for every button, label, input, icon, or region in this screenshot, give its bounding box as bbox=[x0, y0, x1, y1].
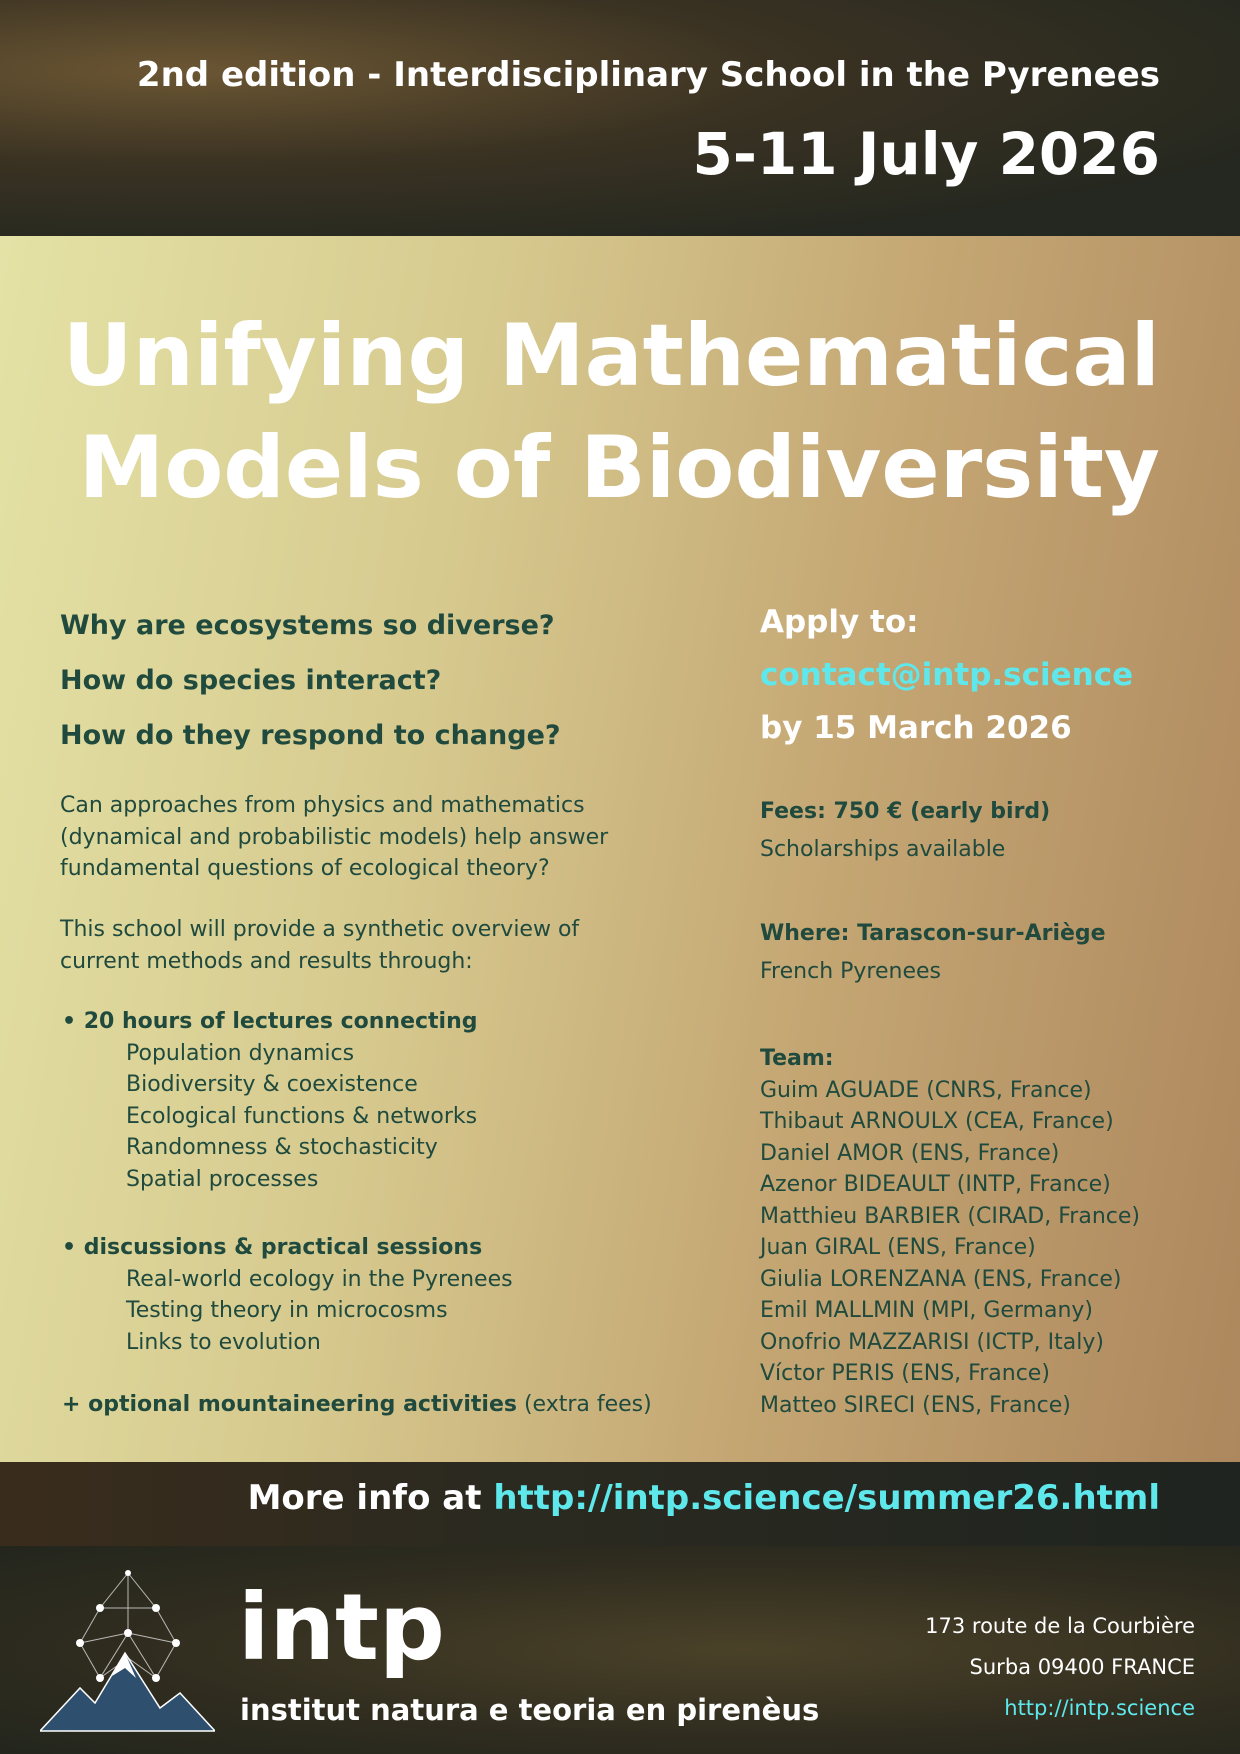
text-line: fundamental questions of ecological theo… bbox=[60, 856, 550, 881]
edition-line: 2nd edition - Interdisciplinary School i… bbox=[136, 55, 1160, 95]
address-line: 173 route de la Courbière bbox=[925, 1614, 1195, 1638]
list-item: Population dynamics bbox=[126, 1040, 355, 1066]
fees-label: Fees: 750 € (early bird) bbox=[760, 799, 1051, 824]
logo-wordmark: intp bbox=[238, 1574, 445, 1681]
more-info-band bbox=[0, 1462, 1240, 1546]
team-member: Guim AGUADE (CNRS, France) bbox=[760, 1077, 1092, 1103]
team-member: Azenor BIDEAULT (INTP, France) bbox=[760, 1172, 1111, 1197]
sessions-heading: • discussions & practical sessions bbox=[62, 1235, 483, 1260]
more-info-prefix: More info at bbox=[247, 1478, 494, 1518]
optional-bold: + optional mountaineering activities bbox=[62, 1392, 517, 1417]
intro-paragraph-2: This school will provide a synthetic ove… bbox=[60, 914, 579, 977]
content-panel bbox=[0, 236, 1240, 1462]
header-background bbox=[0, 0, 1240, 236]
team-block: Team: Guim AGUADE (CNRS, France) Thibaut … bbox=[760, 1043, 1140, 1421]
intro-paragraph-1: Can approaches from physics and mathemat… bbox=[60, 790, 608, 885]
questions: Why are ecosystems so diverse? How do sp… bbox=[60, 598, 561, 763]
apply-label: Apply to: bbox=[760, 604, 919, 640]
event-dates: 5-11 July 2026 bbox=[692, 120, 1160, 188]
team-member: Matthieu BARBIER (CIRAD, France) bbox=[760, 1203, 1140, 1229]
website-link[interactable]: http://intp.science bbox=[1004, 1696, 1195, 1720]
title-line-1: Unifying Mathematical bbox=[62, 306, 1160, 406]
team-member: Emil MALLMIN (MPI, Germany) bbox=[760, 1298, 1094, 1323]
fees-block: Fees: 750 € (early bird) Scholarships av… bbox=[760, 793, 1050, 869]
optional-activities: + optional mountaineering activities (ex… bbox=[62, 1392, 652, 1417]
where-note: French Pyrenees bbox=[760, 959, 941, 984]
text-line: current methods and results through: bbox=[60, 948, 473, 974]
address: 173 route de la Courbière Surba 09400 FR… bbox=[925, 1606, 1195, 1729]
footer-background bbox=[0, 1546, 1240, 1754]
apply-deadline: by 15 March 2026 bbox=[760, 710, 1072, 746]
fees-note: Scholarships available bbox=[760, 837, 1006, 862]
more-info: More info at http://intp.science/summer2… bbox=[248, 1478, 1160, 1518]
where-label: Where: Tarascon-sur-Ariège bbox=[760, 921, 1106, 946]
logo-subtitle: institut natura e teoria en pirenèus bbox=[240, 1693, 820, 1727]
more-info-link[interactable]: http://intp.science/summer26.html bbox=[493, 1478, 1160, 1518]
intp-logo-mountain-network-icon bbox=[40, 1570, 215, 1732]
apply-email-link[interactable]: contact@intp.science bbox=[760, 657, 1134, 693]
sessions-block: • discussions & practical sessions Real-… bbox=[62, 1232, 513, 1358]
list-item: Spatial processes bbox=[126, 1166, 319, 1192]
list-item: Testing theory in microcosms bbox=[126, 1298, 448, 1323]
list-item: Links to evolution bbox=[126, 1329, 321, 1355]
team-label: Team: bbox=[760, 1046, 834, 1071]
address-line: Surba 09400 FRANCE bbox=[969, 1655, 1195, 1679]
question: How do species interact? bbox=[60, 665, 442, 696]
apply-block: Apply to: contact@intp.science by 15 Mar… bbox=[760, 596, 1133, 755]
team-member: Onofrio MAZZARISI (ICTP, Italy) bbox=[760, 1329, 1104, 1355]
team-member: Juan GIRAL (ENS, France) bbox=[760, 1235, 1036, 1260]
team-member: Víctor PERIS (ENS, France) bbox=[760, 1361, 1050, 1386]
question: How do they respond to change? bbox=[60, 720, 561, 751]
team-list: Guim AGUADE (CNRS, France) Thibaut ARNOUL… bbox=[760, 1075, 1140, 1422]
list-item: Ecological functions & networks bbox=[126, 1103, 478, 1129]
page-title: Unifying Mathematical Models of Biodiver… bbox=[63, 300, 1160, 524]
list-item: Randomness & stochasticity bbox=[126, 1135, 438, 1160]
text-line: This school will provide a synthetic ove… bbox=[60, 917, 580, 942]
lectures-heading: • 20 hours of lectures connecting bbox=[62, 1009, 478, 1034]
title-line-2: Models of Biodiversity bbox=[78, 418, 1160, 518]
list-item: Biodiversity & coexistence bbox=[126, 1072, 418, 1097]
list-item: Real-world ecology in the Pyrenees bbox=[126, 1266, 513, 1292]
team-member: Giulia LORENZANA (ENS, France) bbox=[760, 1266, 1122, 1292]
lectures-block: • 20 hours of lectures connecting Popula… bbox=[62, 1006, 478, 1195]
team-member: Daniel AMOR (ENS, France) bbox=[760, 1140, 1060, 1166]
text-line: (dynamical and probabilistic models) hel… bbox=[60, 824, 609, 850]
question: Why are ecosystems so diverse? bbox=[60, 610, 555, 641]
team-member: Matteo SIRECI (ENS, France) bbox=[760, 1392, 1071, 1418]
optional-note: (extra fees) bbox=[516, 1392, 652, 1417]
where-block: Where: Tarascon-sur-Ariège French Pyrene… bbox=[760, 915, 1106, 991]
team-member: Thibaut ARNOULX (CEA, France) bbox=[760, 1109, 1114, 1134]
text-line: Can approaches from physics and mathemat… bbox=[60, 793, 585, 818]
